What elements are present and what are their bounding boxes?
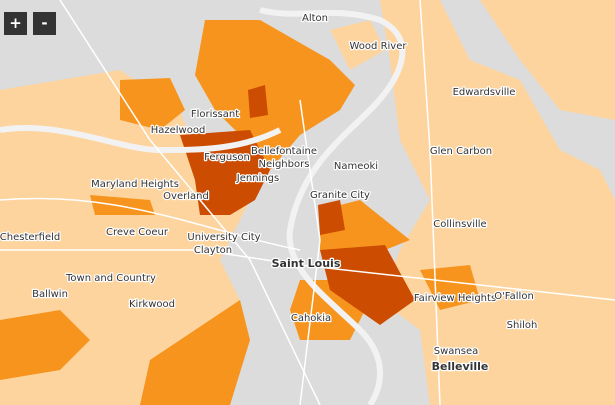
place-label: Glen Carbon (430, 146, 492, 157)
place-label: Kirkwood (129, 299, 175, 310)
dark-areas (180, 85, 415, 325)
place-label: Fairview Heights (414, 293, 496, 304)
place-label: Creve Coeur (106, 227, 169, 238)
place-label: Saint Louis (272, 257, 341, 270)
place-label: University City (187, 232, 260, 243)
zoom-out-button[interactable]: - (33, 12, 56, 35)
place-label: Collinsville (433, 219, 486, 230)
place-label: Ferguson (204, 152, 250, 163)
place-label: Ballwin (32, 289, 68, 300)
place-label: Wood River (350, 41, 408, 52)
place-label: Town and Country (65, 273, 156, 284)
place-label: Nameoki (334, 161, 378, 172)
place-label: Clayton (194, 245, 232, 256)
place-label: Swansea (434, 346, 478, 357)
place-label: Hazelwood (151, 125, 206, 136)
place-label: Chesterfield (0, 232, 60, 243)
place-label: Florissant (191, 109, 239, 120)
place-label: Belleville (432, 360, 489, 373)
place-labels: Alton Wood River Edwardsville Florissant Haz… (0, 12, 539, 375)
place-label: O'Fallon (494, 291, 534, 302)
place-label: Shiloh (507, 320, 538, 331)
place-label: Jennings (236, 173, 279, 184)
place-label: Bellefontaine (251, 146, 317, 157)
place-label: Overland (163, 191, 209, 202)
place-label: Neighbors (259, 159, 310, 170)
zoom-in-button[interactable]: + (4, 12, 27, 35)
place-label: Granite City (310, 190, 370, 201)
place-label: Alton (302, 13, 328, 24)
place-label: Maryland Heights (91, 179, 179, 190)
place-label: Edwardsville (453, 87, 516, 98)
rivers (0, 7, 406, 405)
place-label: Cahokia (291, 313, 331, 324)
